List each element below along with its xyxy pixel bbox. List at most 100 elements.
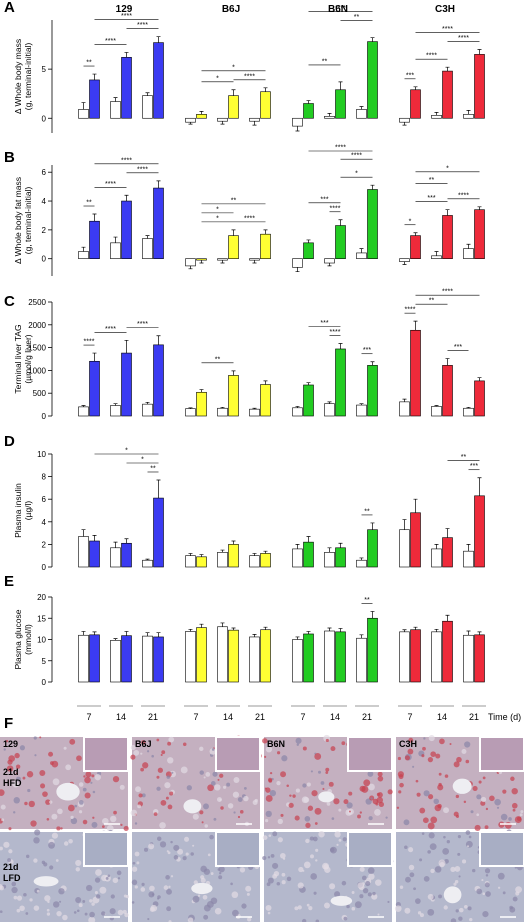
bar	[78, 536, 89, 568]
bar	[185, 408, 196, 417]
y-axis-label: (g, terminal-initial)	[23, 43, 33, 111]
image-texture	[412, 765, 415, 768]
y-tick-label: 500	[33, 389, 47, 398]
image-texture	[276, 882, 281, 886]
significance-label: ****	[330, 205, 341, 212]
image-texture	[435, 753, 441, 759]
bar	[110, 242, 121, 260]
image-texture	[357, 882, 364, 889]
bar	[431, 548, 442, 568]
error-bar	[295, 126, 300, 132]
image-texture	[227, 803, 234, 809]
error-bar	[220, 406, 225, 409]
bar	[249, 555, 260, 568]
image-texture	[334, 891, 341, 898]
image-texture	[0, 789, 5, 797]
panel-label: E	[4, 573, 14, 590]
image-texture	[280, 852, 286, 859]
error-bar	[402, 519, 407, 530]
error-bar	[188, 265, 193, 270]
significance-label: **	[322, 58, 328, 65]
image-texture	[163, 885, 169, 890]
error-bar	[306, 100, 311, 104]
significance-label: ****	[335, 145, 346, 152]
image-texture	[165, 796, 169, 800]
image-texture	[423, 737, 426, 740]
bar	[410, 235, 421, 260]
image-texture	[512, 896, 518, 902]
image-texture	[82, 900, 86, 903]
image-texture	[472, 868, 476, 873]
image-texture	[89, 911, 95, 918]
image-texture	[219, 773, 224, 778]
histology-image	[0, 736, 129, 832]
significance-label: ****	[335, 5, 346, 12]
bar	[217, 117, 228, 122]
bar	[78, 109, 89, 119]
image-texture	[307, 805, 314, 811]
image-texture	[408, 864, 415, 871]
error-bar	[92, 352, 97, 362]
error-bar	[477, 377, 482, 381]
image-texture	[361, 875, 367, 881]
image-texture	[30, 820, 37, 827]
error-bar	[413, 86, 418, 90]
bar	[121, 542, 132, 568]
image-texture	[168, 736, 175, 743]
image-texture	[146, 750, 150, 753]
inset	[347, 736, 393, 772]
image-texture	[173, 844, 180, 851]
image-texture	[78, 800, 84, 805]
error-bar	[466, 630, 471, 636]
image-texture	[387, 900, 390, 904]
image-texture	[289, 794, 292, 797]
image-texture	[404, 907, 411, 914]
image-texture	[419, 807, 426, 814]
bar	[110, 547, 121, 568]
bar	[121, 352, 132, 417]
image-texture	[131, 901, 135, 904]
x-tick-label: 21	[255, 712, 265, 722]
image-texture	[262, 835, 268, 840]
bar	[463, 550, 474, 568]
bar	[303, 103, 314, 119]
image-texture	[7, 858, 12, 863]
x-tick-label: 14	[437, 712, 447, 722]
image-texture	[91, 902, 95, 906]
histology-image	[262, 831, 394, 922]
bar	[303, 633, 314, 683]
error-bar	[231, 370, 236, 376]
error-bar	[145, 235, 150, 239]
image-texture	[484, 882, 490, 888]
significance-label: ****	[458, 192, 469, 199]
bar	[78, 251, 89, 260]
image-texture	[338, 808, 342, 812]
image-texture	[377, 771, 383, 777]
group-label: 129	[116, 4, 133, 15]
y-axis-label: (g, terminal-initial)	[23, 187, 33, 255]
bar	[431, 115, 442, 119]
image-texture	[394, 905, 402, 912]
image-texture	[306, 903, 310, 907]
significance-label: **	[354, 14, 360, 21]
image-texture	[368, 783, 375, 791]
significance-label: ***	[406, 72, 414, 79]
error-bar	[466, 544, 471, 552]
bar	[153, 187, 164, 260]
significance-label: ****	[442, 26, 453, 33]
image-texture	[0, 846, 3, 851]
image-texture	[415, 898, 421, 904]
image-texture	[203, 776, 206, 779]
significance-label: *	[216, 206, 219, 213]
image-texture	[476, 888, 483, 895]
y-axis-label: (µmol/g liver)	[23, 334, 33, 383]
image-texture	[272, 862, 279, 869]
bar	[89, 360, 100, 417]
significance-label: ****	[84, 339, 95, 346]
significance-label: *	[216, 215, 219, 222]
image-texture	[282, 857, 286, 860]
image-texture	[75, 867, 81, 872]
error-bar	[306, 239, 311, 243]
image-texture	[338, 838, 342, 842]
image-texture	[456, 756, 462, 763]
